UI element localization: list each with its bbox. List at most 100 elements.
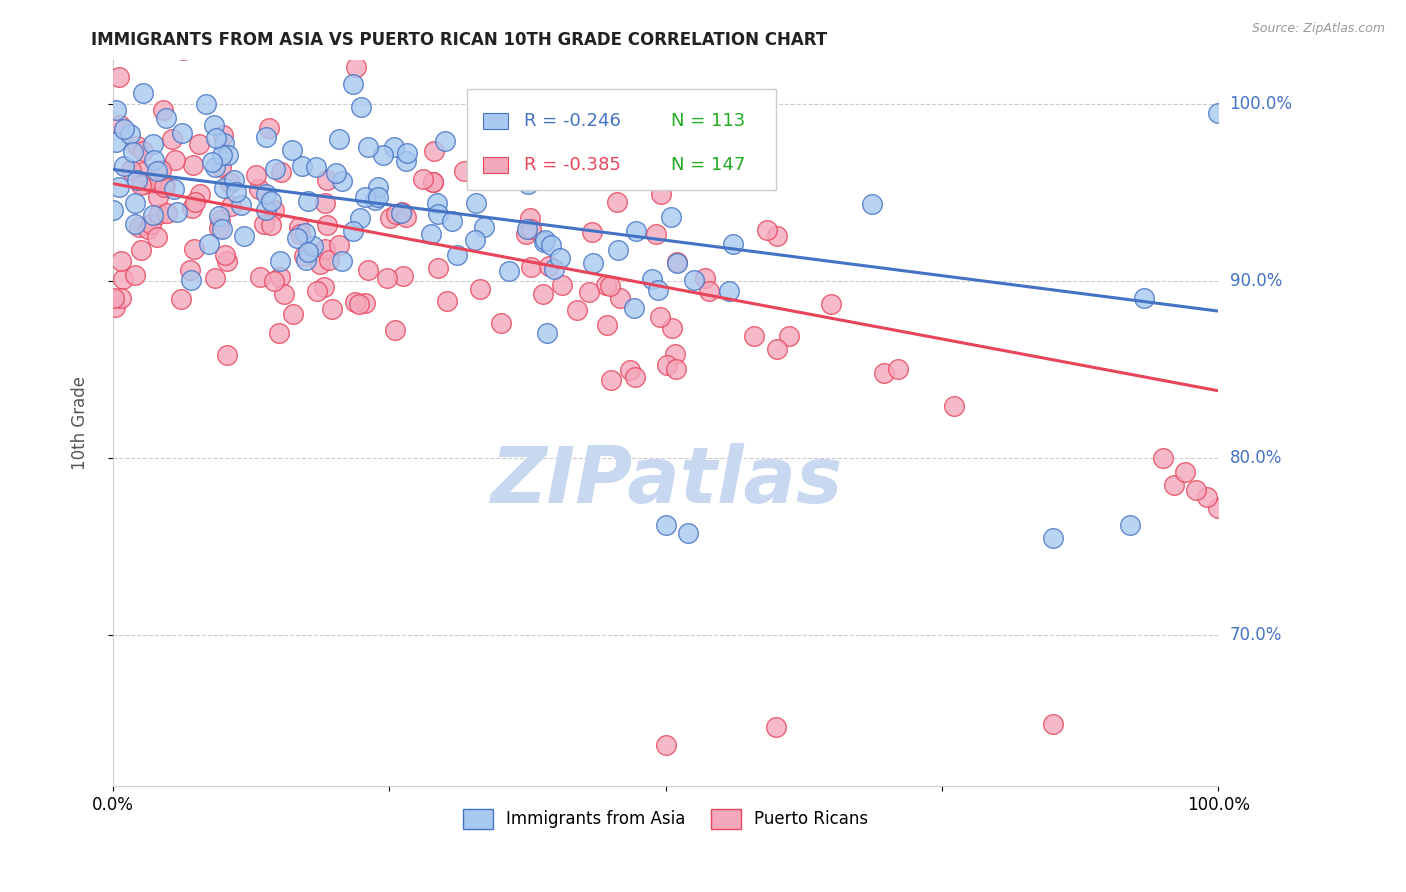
- Point: [288, 220, 311, 235]
- Point: [595, 277, 617, 292]
- Point: [142, 136, 165, 151]
- Point: [148, 207, 170, 221]
- Point: [190, 187, 212, 202]
- Point: [887, 361, 910, 376]
- Point: [742, 329, 765, 343]
- Point: [357, 140, 380, 154]
- Point: [578, 285, 600, 299]
- Point: [654, 738, 676, 752]
- Point: [624, 224, 647, 238]
- FancyBboxPatch shape: [484, 157, 508, 173]
- Point: [315, 218, 337, 232]
- Point: [292, 249, 315, 263]
- Point: [139, 177, 162, 191]
- Point: [1197, 490, 1219, 504]
- Point: [179, 262, 201, 277]
- Text: N = 113: N = 113: [671, 112, 745, 130]
- Point: [325, 166, 347, 180]
- Point: [382, 140, 405, 154]
- Point: [124, 268, 146, 282]
- Point: [440, 214, 463, 228]
- Point: [600, 373, 623, 387]
- Point: [531, 287, 554, 301]
- Point: [1185, 483, 1208, 497]
- FancyBboxPatch shape: [484, 113, 508, 129]
- Point: [219, 176, 242, 190]
- Point: [1208, 105, 1230, 120]
- Point: [384, 323, 406, 337]
- Point: [1208, 500, 1230, 515]
- Point: [575, 156, 598, 170]
- Point: [697, 284, 720, 298]
- Point: [371, 148, 394, 162]
- Point: [654, 518, 676, 533]
- Point: [297, 194, 319, 208]
- Point: [446, 248, 468, 262]
- Point: [209, 161, 232, 175]
- Point: [520, 222, 543, 236]
- Point: [142, 41, 165, 55]
- Point: [510, 150, 533, 164]
- Point: [104, 103, 127, 117]
- Point: [103, 291, 125, 305]
- Point: [122, 145, 145, 160]
- Point: [350, 100, 373, 114]
- Text: 90.0%: 90.0%: [1230, 272, 1282, 290]
- Point: [128, 0, 150, 6]
- Point: [551, 278, 574, 293]
- Point: [129, 178, 152, 193]
- Point: [630, 149, 652, 163]
- Point: [538, 120, 561, 135]
- Point: [392, 269, 415, 284]
- Point: [389, 206, 412, 220]
- Point: [342, 224, 364, 238]
- Point: [254, 187, 277, 202]
- Point: [354, 295, 377, 310]
- Point: [395, 153, 418, 168]
- Point: [204, 271, 226, 285]
- Point: [1042, 531, 1064, 545]
- Point: [214, 248, 236, 262]
- Point: [153, 180, 176, 194]
- Point: [281, 143, 304, 157]
- Point: [942, 400, 965, 414]
- Point: [217, 253, 239, 268]
- Point: [124, 195, 146, 210]
- Point: [125, 139, 148, 153]
- Point: [543, 262, 565, 277]
- Point: [285, 231, 308, 245]
- Point: [312, 280, 335, 294]
- Point: [645, 227, 668, 241]
- Point: [318, 252, 340, 267]
- Point: [131, 165, 153, 179]
- Point: [599, 279, 621, 293]
- Point: [291, 160, 314, 174]
- Point: [472, 219, 495, 234]
- Point: [107, 180, 129, 194]
- Point: [1152, 451, 1174, 466]
- Point: [1119, 518, 1142, 533]
- Point: [554, 161, 576, 176]
- Point: [132, 178, 155, 192]
- Point: [201, 154, 224, 169]
- Text: 70.0%: 70.0%: [1230, 626, 1282, 644]
- Point: [520, 260, 543, 275]
- Point: [1174, 465, 1197, 479]
- Point: [427, 206, 450, 220]
- Point: [217, 348, 239, 362]
- Point: [353, 190, 375, 204]
- Point: [375, 270, 398, 285]
- Point: [343, 294, 366, 309]
- Text: N = 147: N = 147: [671, 156, 745, 174]
- Point: [364, 194, 387, 208]
- Point: [142, 153, 165, 168]
- Point: [676, 525, 699, 540]
- Point: [607, 244, 630, 258]
- FancyBboxPatch shape: [467, 88, 776, 190]
- Point: [146, 229, 169, 244]
- Point: [172, 43, 194, 57]
- Point: [170, 126, 193, 140]
- Text: 80.0%: 80.0%: [1230, 449, 1282, 467]
- Point: [194, 97, 217, 112]
- Point: [624, 370, 647, 384]
